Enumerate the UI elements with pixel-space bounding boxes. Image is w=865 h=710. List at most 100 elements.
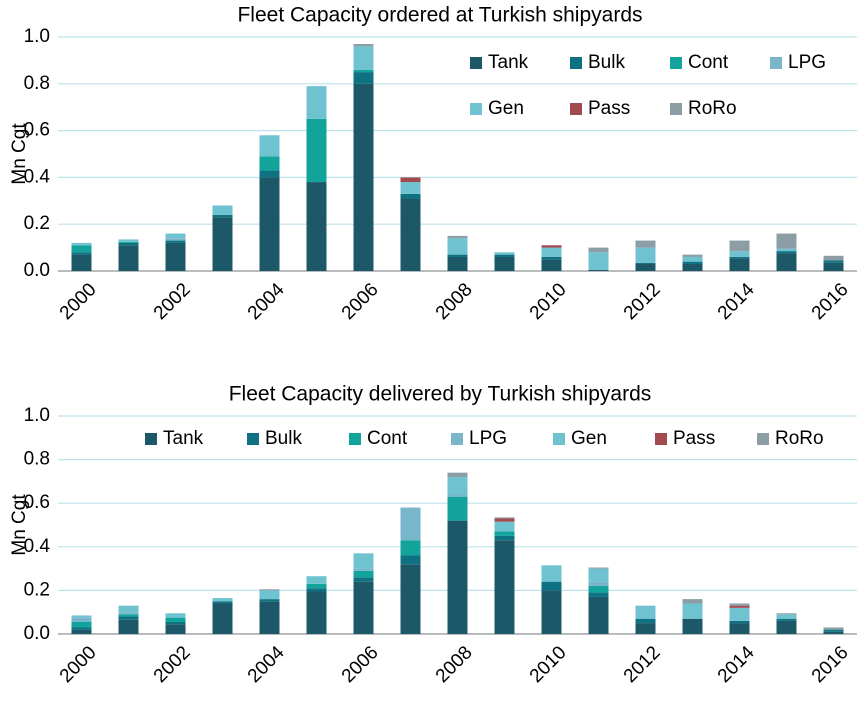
bar-segment [306, 182, 327, 271]
bar-segment [823, 631, 844, 634]
bar-segment [165, 624, 186, 634]
x-tick-label: 2000 [56, 642, 101, 687]
bar-segment [118, 605, 139, 613]
bar-segment [494, 518, 515, 522]
bar-segment [118, 614, 139, 617]
bar-segment [729, 605, 750, 608]
y-tick-label: 0.8 [24, 449, 50, 470]
y-tick-label: 0.0 [24, 260, 50, 281]
bar-segment [776, 614, 797, 619]
bar-segment [635, 262, 656, 264]
bar-segment [588, 269, 609, 271]
x-tick-label: 2006 [338, 642, 383, 687]
bar-segment [635, 618, 656, 624]
bar-segment [306, 86, 327, 119]
bar-segment [494, 540, 515, 634]
bar-segment [353, 46, 374, 70]
bar-segment [494, 531, 515, 536]
bar-segment [729, 240, 750, 252]
legend-label: RoRo [775, 428, 824, 449]
x-tick-label: 2016 [808, 279, 853, 324]
bar-segment [118, 239, 139, 242]
bar-segment [776, 253, 797, 271]
bar-segment [776, 251, 797, 254]
bar-segment [71, 254, 92, 271]
bar-segment [729, 623, 750, 634]
bar-segment [306, 118, 327, 183]
y-tick-label: 0.8 [24, 73, 50, 94]
y-tick-label: 1.0 [24, 26, 50, 47]
bar-segment [400, 507, 421, 541]
bar-segment [259, 601, 280, 634]
bar-segment [353, 72, 374, 84]
legend-label: LPG [788, 52, 826, 73]
bar-segment [400, 193, 421, 199]
bar-segment [71, 627, 92, 630]
legend-label: Pass [588, 98, 630, 119]
legend-swatch [470, 103, 482, 115]
legend-label: Tank [488, 52, 529, 73]
bar-segment [682, 256, 703, 262]
bar-segment [400, 182, 421, 194]
bar-segment [165, 240, 186, 243]
bar-segment [353, 553, 374, 569]
legend-swatch [553, 433, 565, 445]
bar-segment [447, 254, 468, 257]
bar-segment [165, 238, 186, 241]
x-tick-label: 2010 [526, 279, 571, 324]
bar-segment [823, 627, 844, 630]
legend-swatch [349, 433, 361, 445]
legend-swatch [670, 103, 682, 115]
bar-segment [588, 247, 609, 253]
bar-segment [212, 601, 233, 604]
bar-segment [588, 568, 609, 582]
bar-segment [823, 262, 844, 271]
bar-segment [165, 233, 186, 239]
bar-segment [494, 256, 515, 271]
bar-segment [494, 254, 515, 257]
bar-segment [682, 261, 703, 264]
chart: Fleet Capacity delivered by Turkish ship… [9, 383, 857, 687]
bar-segment [212, 205, 233, 215]
bar-segment [635, 623, 656, 634]
legend-label: Bulk [588, 52, 625, 73]
bar-segment [588, 252, 609, 270]
bar-segment [682, 618, 703, 634]
legend-label: Cont [688, 52, 729, 73]
bar-segment [165, 242, 186, 271]
bar-segment [588, 592, 609, 597]
bar-segment [776, 620, 797, 634]
bar-segment [259, 590, 280, 600]
bar-segment [353, 570, 374, 578]
y-axis-label: Mn Cgt [9, 123, 30, 185]
legend-swatch [451, 433, 463, 445]
bar-segment [447, 477, 468, 495]
bar-segment [71, 615, 92, 618]
bar-segment [541, 247, 562, 257]
y-tick-label: 0.2 [24, 579, 50, 600]
bar-segment [353, 568, 374, 571]
bar-segment [118, 245, 139, 271]
bar-segment [682, 599, 703, 604]
bar-segment [588, 581, 609, 587]
y-tick-label: 0.0 [24, 623, 50, 644]
bar-segment [353, 577, 374, 582]
bar-segment [400, 177, 421, 183]
bar-segment [259, 177, 280, 271]
x-tick-label: 2002 [150, 279, 195, 324]
bar-segment [635, 240, 656, 248]
bar-segment [494, 517, 515, 519]
bar-segment [447, 520, 468, 634]
x-tick-label: 2014 [714, 642, 759, 687]
bar-segment [71, 242, 92, 246]
bar-segment [541, 581, 562, 591]
bar-segment [776, 233, 797, 249]
bar-segment [118, 612, 139, 615]
x-tick-label: 2002 [150, 642, 195, 687]
legend-label: Pass [673, 428, 715, 449]
x-tick-label: 2008 [432, 642, 477, 687]
bar-segment [729, 603, 750, 606]
bar-segment [71, 617, 92, 623]
x-tick-label: 2016 [808, 642, 853, 687]
